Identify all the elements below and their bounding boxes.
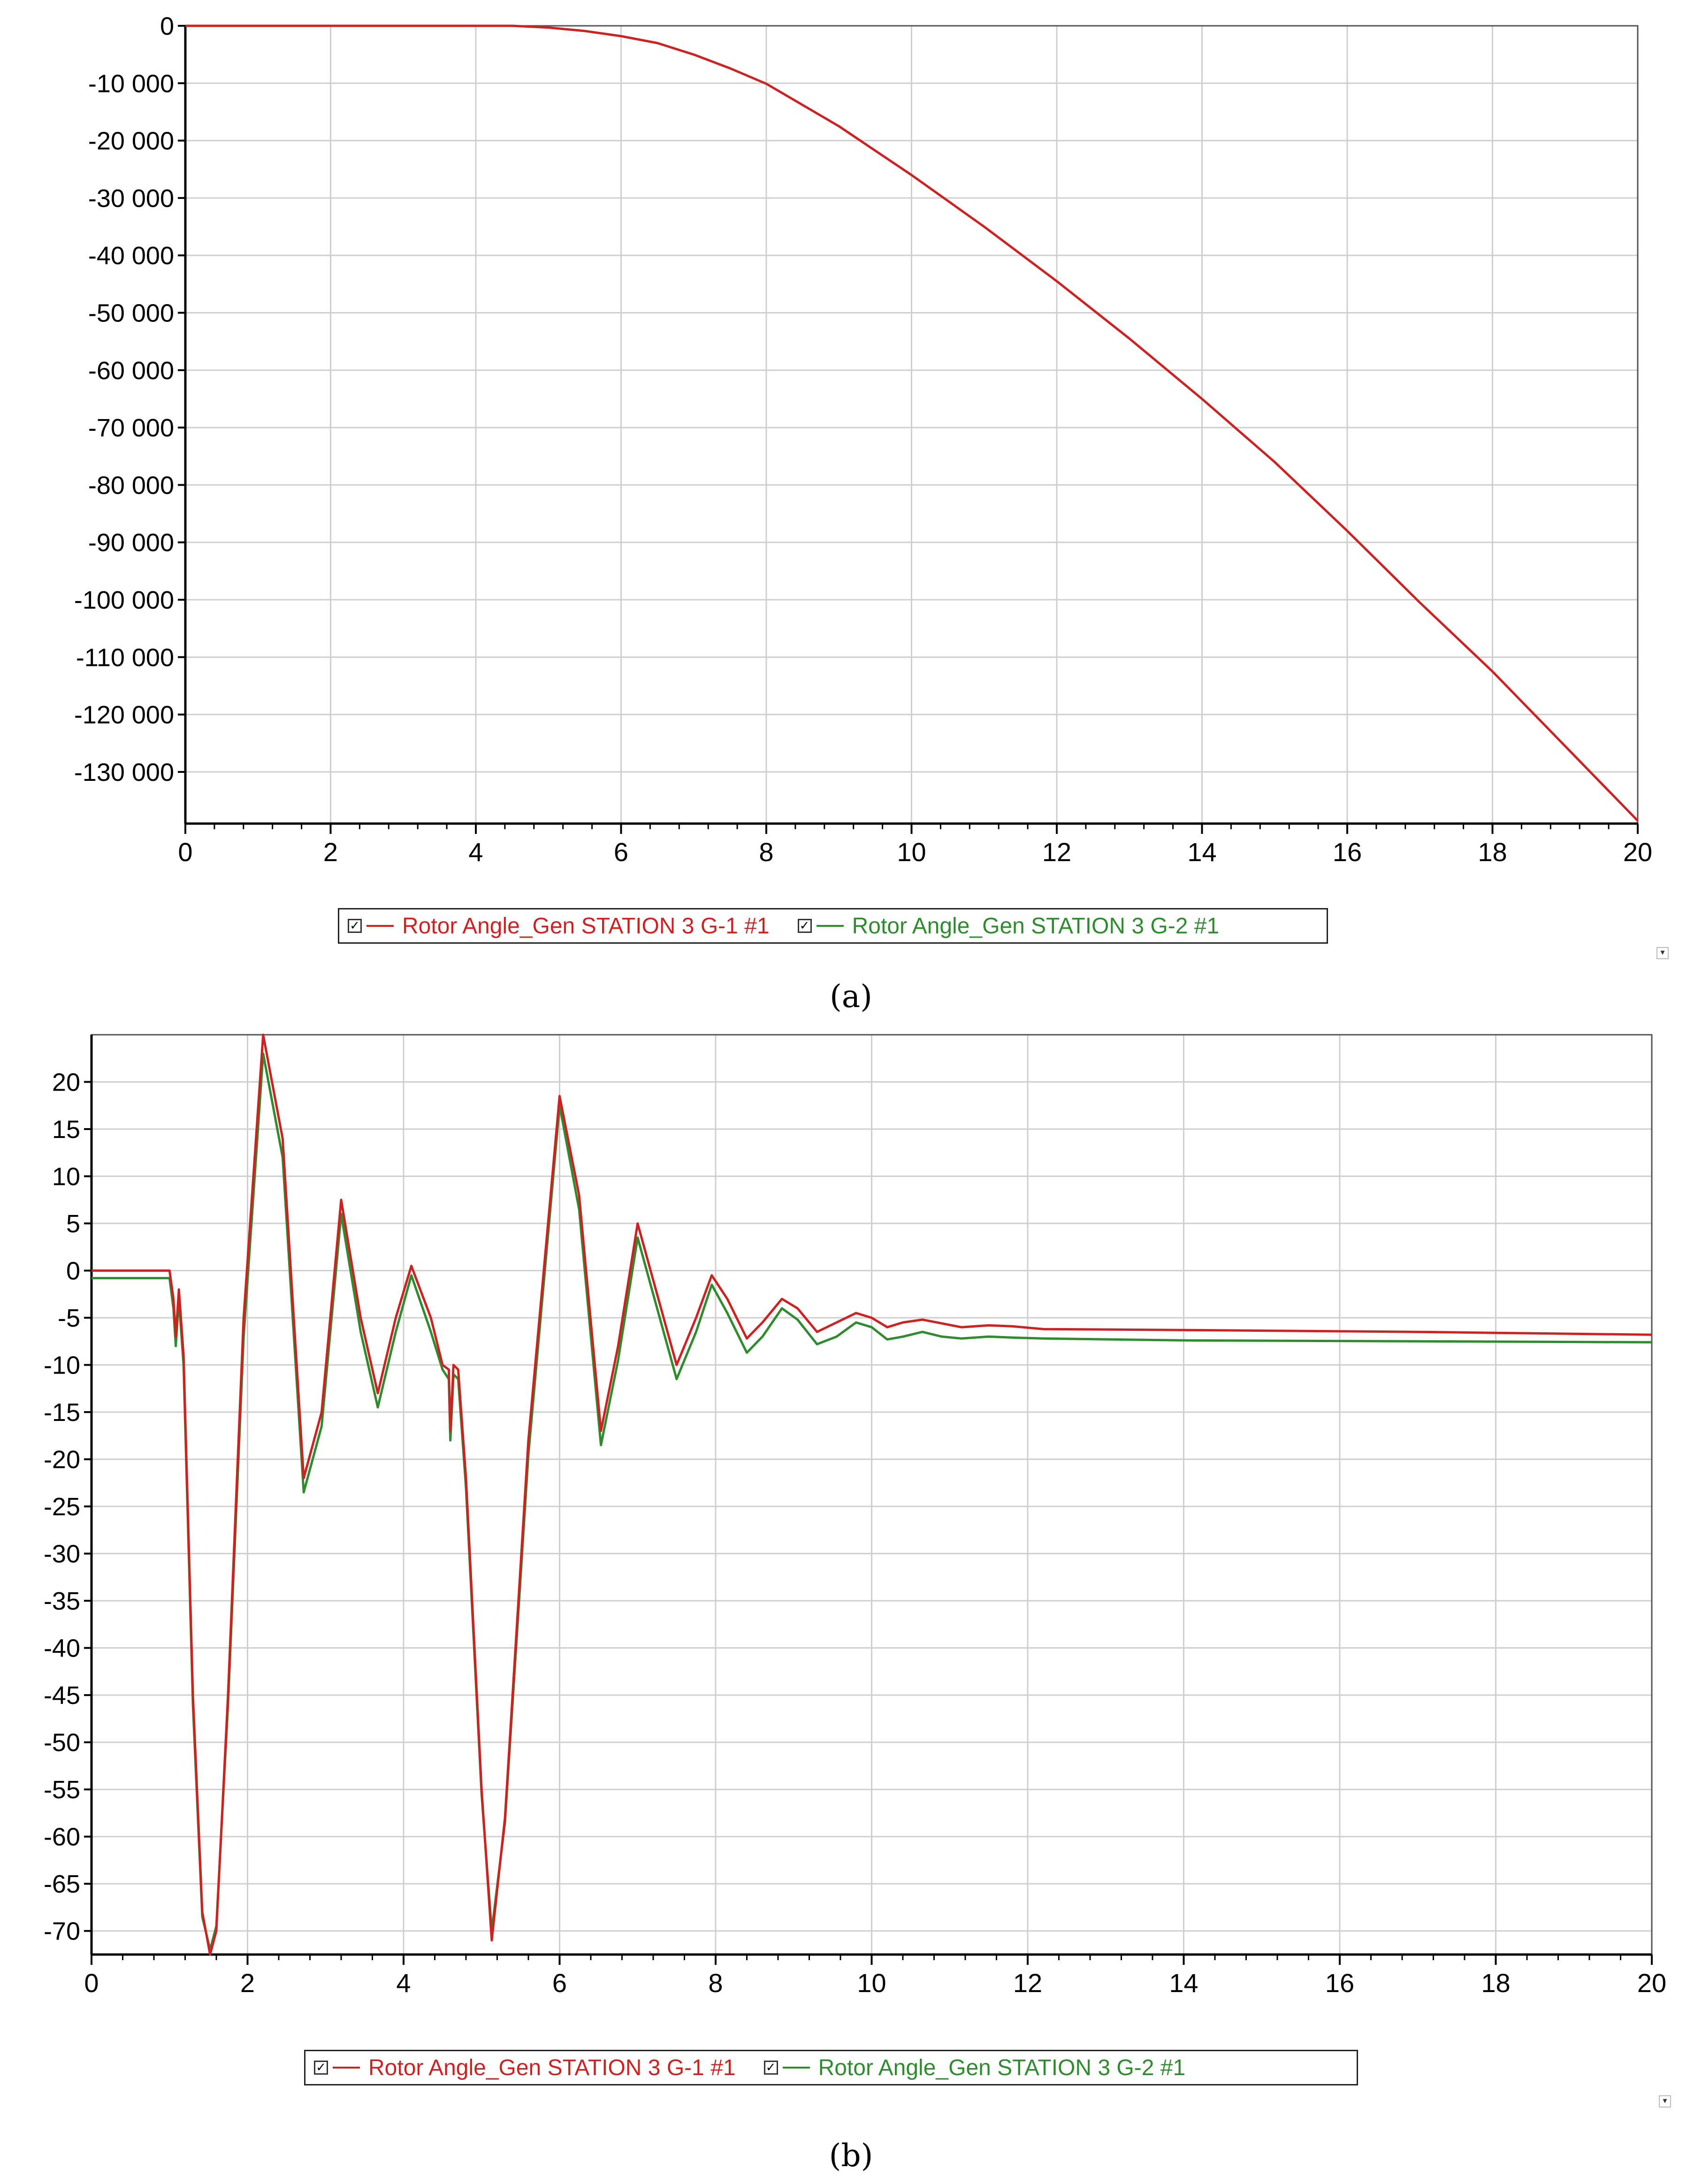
chart-b-y-tick-label: -15 <box>44 1398 80 1427</box>
dropdown-arrow-icon[interactable]: ▾ <box>1659 2095 1671 2108</box>
chart-a-y-tick-label: -100 000 <box>74 586 174 614</box>
chart-a-svg: 0 2 4 6 8 10 12 14 16 18 20 0 -10 000 -20 000 -30 000 -… <box>74 12 1652 867</box>
chart-b-y-tick-label: -50 <box>44 1729 80 1757</box>
chart-b-svg: 0 2 4 6 8 10 12 14 16 18 20 20 15 10 5 0 -5 -10 -15 -20 -25 -… <box>44 1033 1666 1998</box>
chart-b-y-tick-label: -25 <box>44 1493 80 1521</box>
chart-b-y-tick-label: -40 <box>44 1634 80 1663</box>
checkbox-icon[interactable]: ✓ <box>348 919 362 933</box>
chart-b-y-tick-label: -20 <box>44 1446 80 1474</box>
chart-a-y-tick-label: -110 000 <box>76 643 174 672</box>
chart-b-y-tick-label: -65 <box>44 1870 80 1898</box>
chart-a-x-tick-label: 6 <box>614 837 628 867</box>
chart-a-y-tick-label: -60 000 <box>88 357 174 385</box>
chart-panel-b: 0 2 4 6 8 10 12 14 16 18 20 20 15 10 5 0 -5 -10 -15 -20 -25 -… <box>0 1032 1702 2182</box>
chart-b-y-tick-label: -55 <box>44 1776 80 1804</box>
chart-b-y-tick-label: -60 <box>44 1823 80 1851</box>
legend-b: ✓ Rotor Angle_Gen STATION 3 G-1 #1 ✓ Rot… <box>304 2050 1358 2085</box>
chart-a-y-tick-label: 0 <box>160 12 174 40</box>
chart-b-series-line-1 <box>92 1033 1652 1956</box>
legend-a-label-g2: Rotor Angle_Gen STATION 3 G-2 #1 <box>852 913 1220 939</box>
chart-b-x-tick-label: 20 <box>1637 1968 1666 1998</box>
legend-b-label-g1: Rotor Angle_Gen STATION 3 G-1 #1 <box>368 2055 736 2080</box>
chart-a-y-tick-label: -10 000 <box>88 69 174 98</box>
chart-b-y-tick-label: 0 <box>66 1257 80 1285</box>
chart-b-x-tick-label: 0 <box>84 1968 99 1998</box>
chart-a-x-tick-label: 20 <box>1623 837 1652 867</box>
chart-b-x-tick-label: 14 <box>1169 1968 1198 1998</box>
chart-b-y-tick-label: -10 <box>44 1352 80 1380</box>
chart-b-x-tick-label: 16 <box>1325 1968 1354 1998</box>
legend-b-item-g2[interactable]: ✓ Rotor Angle_Gen STATION 3 G-2 #1 <box>763 2055 1186 2081</box>
legend-b-line-g1 <box>333 2067 360 2069</box>
chart-b-x-tick-label: 12 <box>1013 1968 1042 1998</box>
legend-a: ✓ Rotor Angle_Gen STATION 3 G-1 #1 ✓ Rot… <box>338 908 1328 944</box>
chart-a-y-tick-label: -20 000 <box>88 127 174 155</box>
chart-a-x-tick-label: 2 <box>323 837 338 867</box>
chart-b-y-tick-label: 10 <box>52 1163 80 1191</box>
chart-a-x-tick-label: 10 <box>897 837 926 867</box>
legend-a-line-g1 <box>366 925 394 927</box>
chart-a-x-tick-label: 16 <box>1333 837 1362 867</box>
chart-b-y-tick-label: 15 <box>52 1115 80 1144</box>
legend-a-item-g2[interactable]: ✓ Rotor Angle_Gen STATION 3 G-2 #1 <box>797 913 1220 939</box>
legend-a-item-g1[interactable]: ✓ Rotor Angle_Gen STATION 3 G-1 #1 <box>348 913 770 939</box>
chart-a-y-tick-label: -70 000 <box>88 414 174 442</box>
chart-b-y-tick-label: -35 <box>44 1587 80 1615</box>
checkbox-icon[interactable]: ✓ <box>763 2061 778 2075</box>
chart-a-y-tick-label: -130 000 <box>74 758 174 787</box>
chart-a-y-tick-label: -120 000 <box>74 701 174 729</box>
chart-b-y-tick-label: -45 <box>44 1681 80 1710</box>
chart-b-x-tick-label: 8 <box>708 1968 723 1998</box>
legend-a-line-g2 <box>816 925 844 927</box>
legend-a-label-g1: Rotor Angle_Gen STATION 3 G-1 #1 <box>402 913 770 939</box>
legend-b-label-g2: Rotor Angle_Gen STATION 3 G-2 #1 <box>818 2055 1186 2080</box>
dropdown-arrow-icon[interactable]: ▾ <box>1656 947 1669 959</box>
chart-b-y-tick-label: -30 <box>44 1540 80 1568</box>
chart-a-x-tick-label: 14 <box>1187 837 1216 867</box>
chart-a-x-tick-label: 0 <box>178 837 192 867</box>
chart-a-x-tick-label: 4 <box>468 837 483 867</box>
chart-b-x-tick-label: 6 <box>552 1968 567 1998</box>
chart-b-y-tick-label: 5 <box>66 1210 80 1238</box>
chart-a-y-tick-label: -90 000 <box>88 529 174 557</box>
chart-a-y-tick-label: -50 000 <box>88 299 174 328</box>
caption-a: (a) <box>830 978 872 1015</box>
chart-a-x-tick-label: 18 <box>1478 837 1507 867</box>
checkbox-icon[interactable]: ✓ <box>797 919 812 933</box>
chart-a-x-tick-label: 8 <box>759 837 773 867</box>
chart-a-y-tick-label: -40 000 <box>88 242 174 270</box>
chart-b-y-tick-label: -70 <box>44 1917 80 1946</box>
chart-a-x-tick-label: 12 <box>1042 837 1071 867</box>
chart-a-y-tick-label: -30 000 <box>88 184 174 213</box>
legend-b-line-g2 <box>782 2067 810 2069</box>
chart-a-y-tick-label: -80 000 <box>88 471 174 499</box>
chart-a-series-line-1 <box>185 24 1639 822</box>
legend-b-item-g1[interactable]: ✓ Rotor Angle_Gen STATION 3 G-1 #1 <box>314 2055 736 2081</box>
chart-b-x-tick-label: 2 <box>240 1968 255 1998</box>
chart-b-x-tick-label: 4 <box>396 1968 411 1998</box>
chart-b-y-tick-label: 20 <box>52 1069 80 1097</box>
chart-panel-a: 0 2 4 6 8 10 12 14 16 18 20 0 -10 000 -20 000 -30 000 -… <box>0 0 1702 1032</box>
chart-b-x-tick-label: 10 <box>857 1968 886 1998</box>
chart-b-x-tick-label: 18 <box>1481 1968 1510 1998</box>
caption-b: (b) <box>829 2138 873 2174</box>
chart-b-y-tick-label: -5 <box>58 1304 80 1332</box>
checkbox-icon[interactable]: ✓ <box>314 2061 328 2075</box>
